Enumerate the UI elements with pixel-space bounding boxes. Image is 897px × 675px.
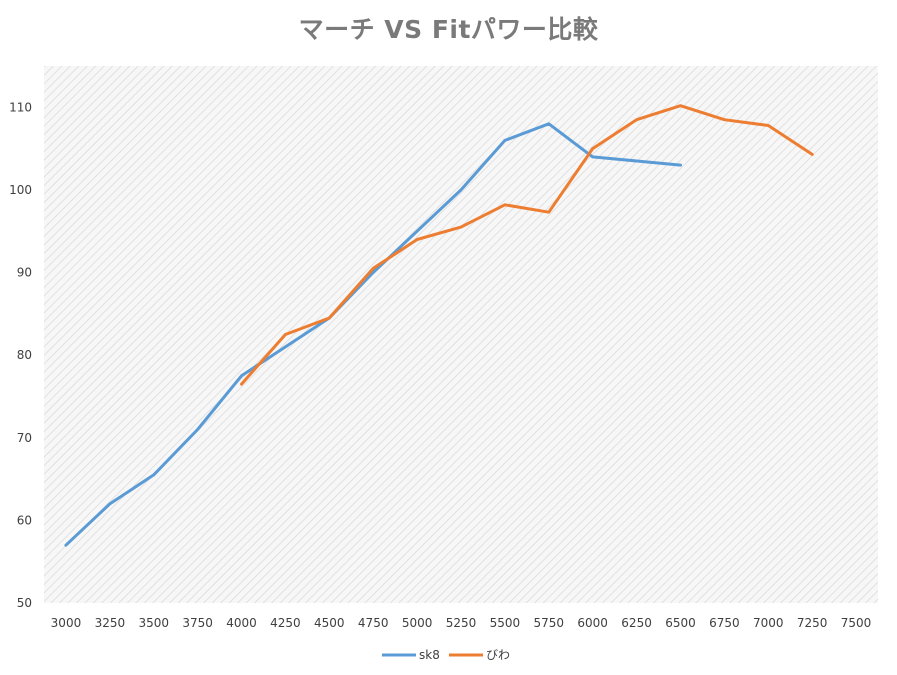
x-tick-label: 7250: [797, 616, 828, 630]
x-tick-label: 5500: [490, 616, 521, 630]
x-tick-label: 6750: [709, 616, 740, 630]
x-tick-label: 6250: [621, 616, 652, 630]
y-axis-ticks: 50 60 70 80 90 100 110: [9, 100, 32, 610]
x-tick-label: 4500: [314, 616, 345, 630]
x-tick-label: 6500: [665, 616, 696, 630]
x-tick-label: 4000: [226, 616, 257, 630]
chart-title: マーチ VS Fitパワー比較: [298, 15, 599, 44]
y-tick-label: 50: [17, 596, 32, 610]
y-tick-label: 90: [17, 266, 32, 280]
x-tick-label: 6000: [577, 616, 608, 630]
x-tick-label: 4750: [358, 616, 389, 630]
x-tick-label: 5250: [446, 616, 477, 630]
series-line-1: [64, 122, 682, 547]
x-axis-ticks: 3000 3250 3500 3750 4000 4250 4500 4750 5000 5250…: [51, 616, 872, 630]
series-lines: [64, 104, 814, 547]
x-tick-label: 7000: [753, 616, 784, 630]
x-tick-label: 3000: [51, 616, 82, 630]
y-tick-label: 80: [17, 348, 32, 362]
y-tick-label: 60: [17, 513, 32, 527]
legend-label-2: びわ: [486, 648, 510, 662]
plot-area: [44, 66, 878, 603]
legend: sk8 びわ: [382, 648, 510, 662]
legend-label-1: sk8: [419, 648, 440, 662]
x-tick-label: 3500: [138, 616, 169, 630]
y-tick-label: 110: [9, 100, 32, 114]
y-tick-label: 100: [9, 183, 32, 197]
x-tick-label: 7500: [841, 616, 872, 630]
x-tick-label: 3250: [95, 616, 126, 630]
y-tick-label: 70: [17, 431, 32, 445]
x-tick-label: 3750: [182, 616, 213, 630]
x-tick-label: 5000: [402, 616, 433, 630]
x-tick-label: 4250: [270, 616, 301, 630]
x-tick-label: 5750: [534, 616, 565, 630]
series-line-2: [240, 104, 814, 386]
